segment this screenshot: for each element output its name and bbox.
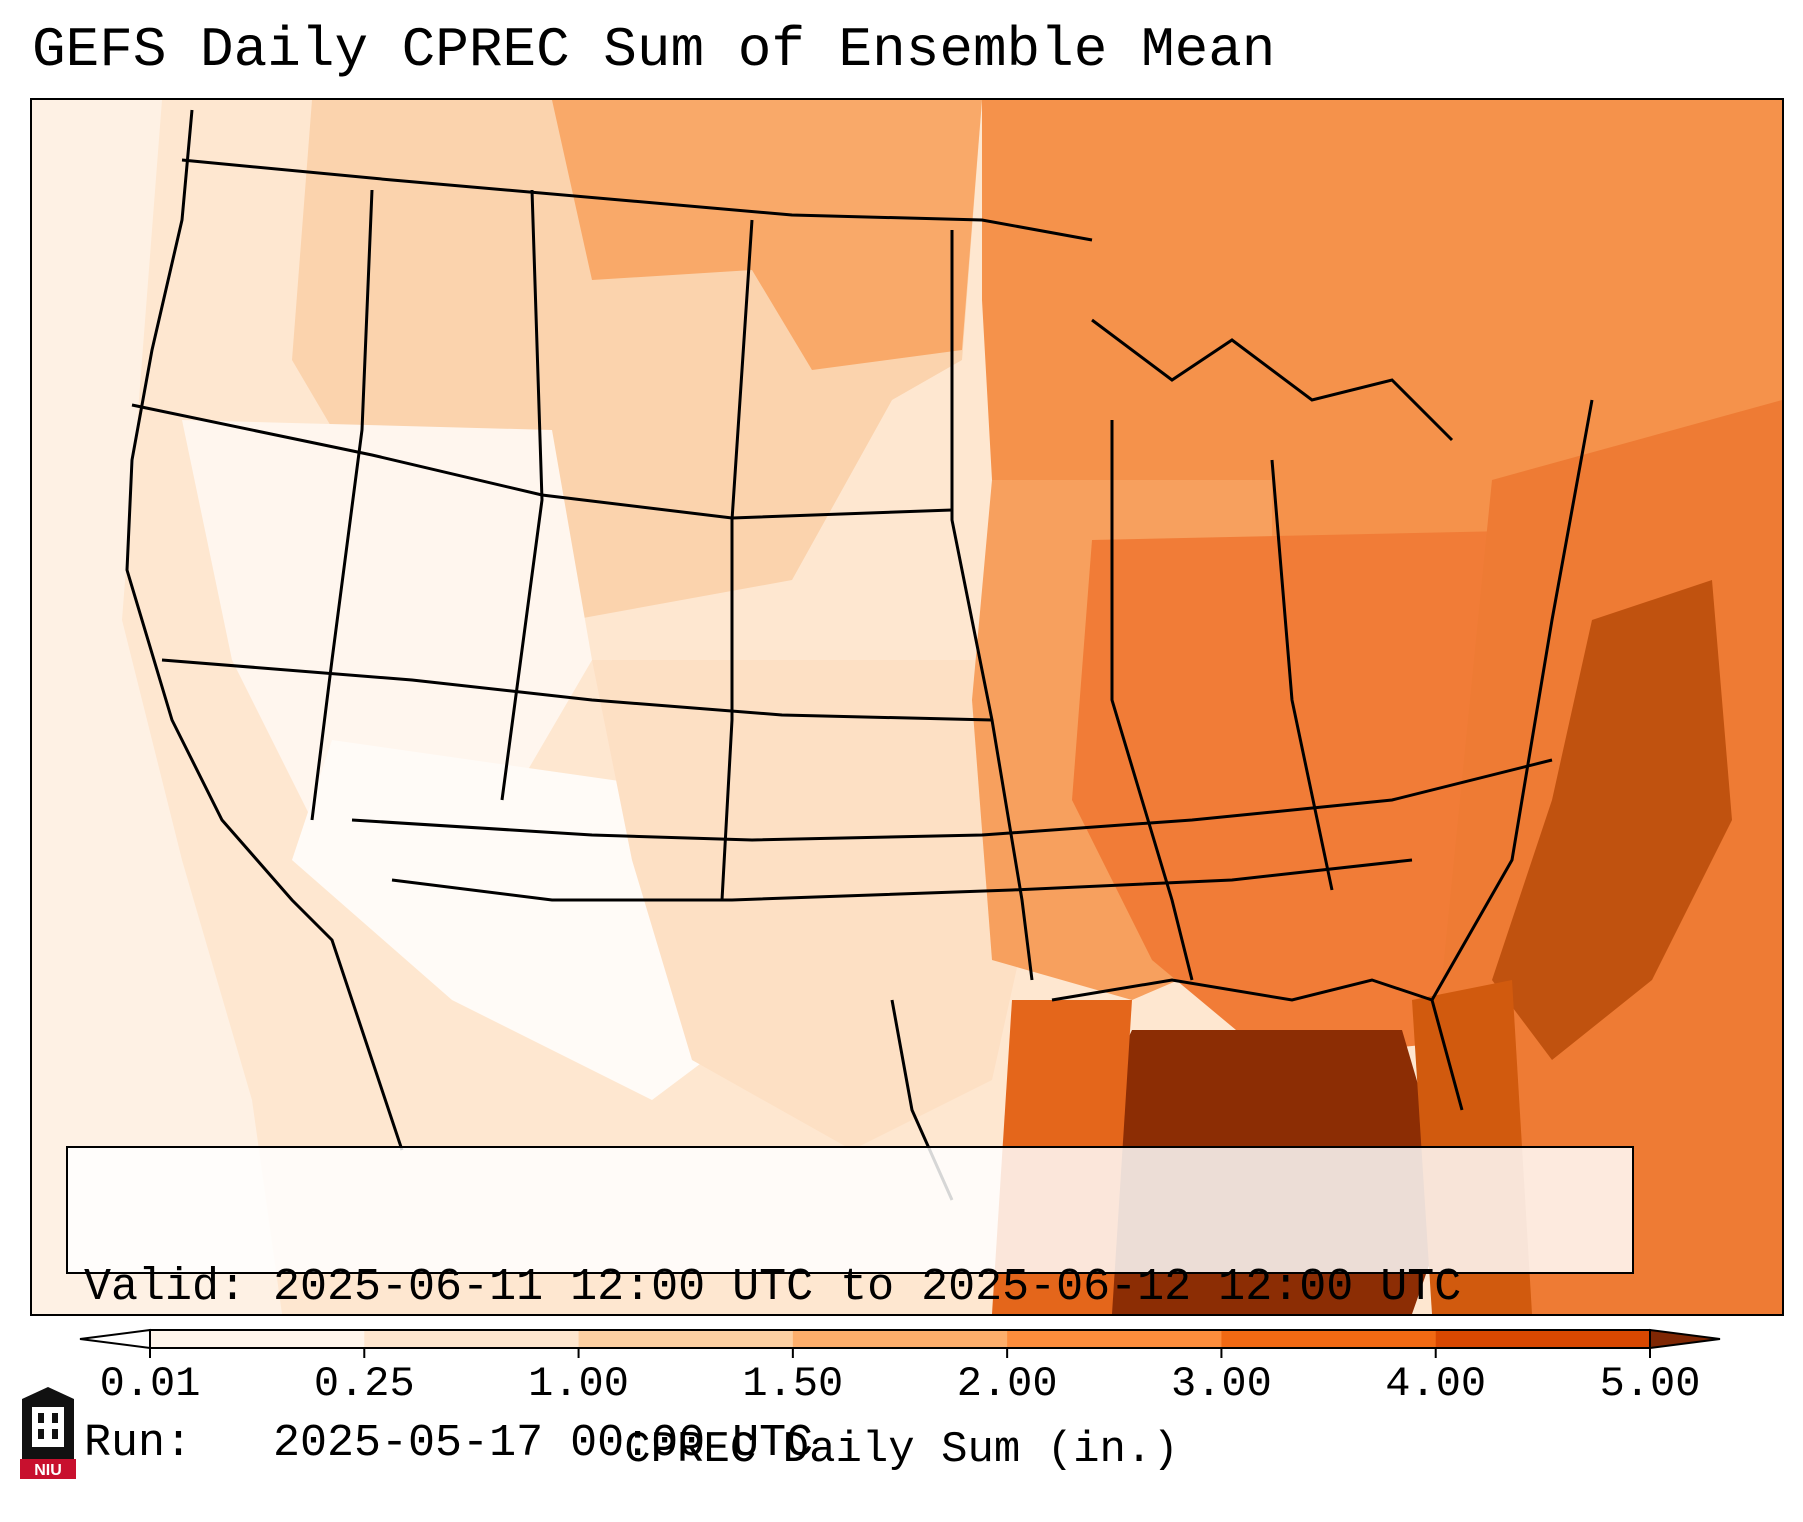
ohio-line — [1270, 459, 1334, 891]
colorbar-segment — [1007, 1330, 1222, 1348]
logo-window-icon — [38, 1413, 44, 1423]
map-title: GEFS Daily CPREC Sum of Ensemble Mean — [32, 18, 1276, 82]
pacific-region — [32, 100, 282, 1314]
rockies-line — [500, 189, 544, 801]
map-canvas — [32, 100, 1782, 1314]
colorbar-segments — [79, 1328, 1721, 1358]
north-dakota-region — [552, 100, 982, 370]
colorbar-tick-label: 5.00 — [1599, 1360, 1701, 1408]
colorbar-segment — [578, 1330, 794, 1348]
colorbar-outline — [149, 1329, 1651, 1349]
precipitation-map — [30, 98, 1784, 1316]
southern-plains-region — [592, 660, 1032, 1150]
great-lakes-shoreline — [1091, 318, 1454, 442]
run-time-text: Run: 2025-05-17 00:00 UTC — [84, 1418, 814, 1469]
border-line — [391, 858, 1413, 902]
niu-logo: NIU — [20, 1387, 76, 1479]
mountain-line — [310, 189, 374, 821]
colorbar — [79, 1328, 1721, 1358]
east-coastline — [1430, 399, 1594, 1111]
valid-time-text: Valid: 2025-06-11 12:00 UTC to 2025-06-1… — [84, 1262, 1462, 1313]
colorbar-segment — [1435, 1330, 1651, 1348]
plains-line-east — [950, 230, 1034, 981]
logo-banner — [20, 1459, 76, 1479]
map-boundaries — [125, 109, 1594, 1201]
colorbar-label: CPREC Daily Sum (in.) — [624, 1425, 1179, 1475]
colorbar-tick-label: 1.00 — [528, 1360, 629, 1408]
colorbar-under-arrow — [79, 1328, 151, 1350]
gulf-coastline — [1051, 978, 1433, 1002]
logo-window-icon — [38, 1429, 44, 1439]
colorbar-segment — [1221, 1330, 1437, 1348]
colorbar-over-arrow — [1649, 1328, 1721, 1350]
colorbar-tick-label: 1.50 — [742, 1360, 844, 1408]
colorbar-tick-label: 3.00 — [1171, 1360, 1272, 1408]
colorbar-tick-label: 0.25 — [313, 1360, 415, 1408]
colorbar-segment — [792, 1330, 1008, 1348]
logo-building-icon — [32, 1407, 64, 1447]
southern-state-line — [351, 758, 1553, 842]
colorbar-tick-label: 0.01 — [99, 1360, 201, 1408]
logo-text: NIU — [34, 1462, 62, 1479]
west-coastline — [125, 109, 404, 1151]
logo-window-icon — [52, 1413, 58, 1423]
colorbar-tick-label: 2.00 — [956, 1360, 1058, 1408]
run-info-box: Valid: 2025-06-11 12:00 UTC to 2025-06-1… — [66, 1146, 1634, 1469]
logo-window-icon — [52, 1429, 58, 1439]
canada-border — [181, 158, 1093, 242]
colorbar-segment — [364, 1330, 580, 1348]
central-state-line — [161, 658, 993, 722]
colorbar-segment — [150, 1330, 365, 1348]
colorbar-tick-label: 4.00 — [1385, 1360, 1487, 1408]
plains-line-west — [720, 219, 754, 901]
atlantic-band-dark — [1492, 580, 1732, 1060]
mississippi-line — [1110, 420, 1194, 981]
